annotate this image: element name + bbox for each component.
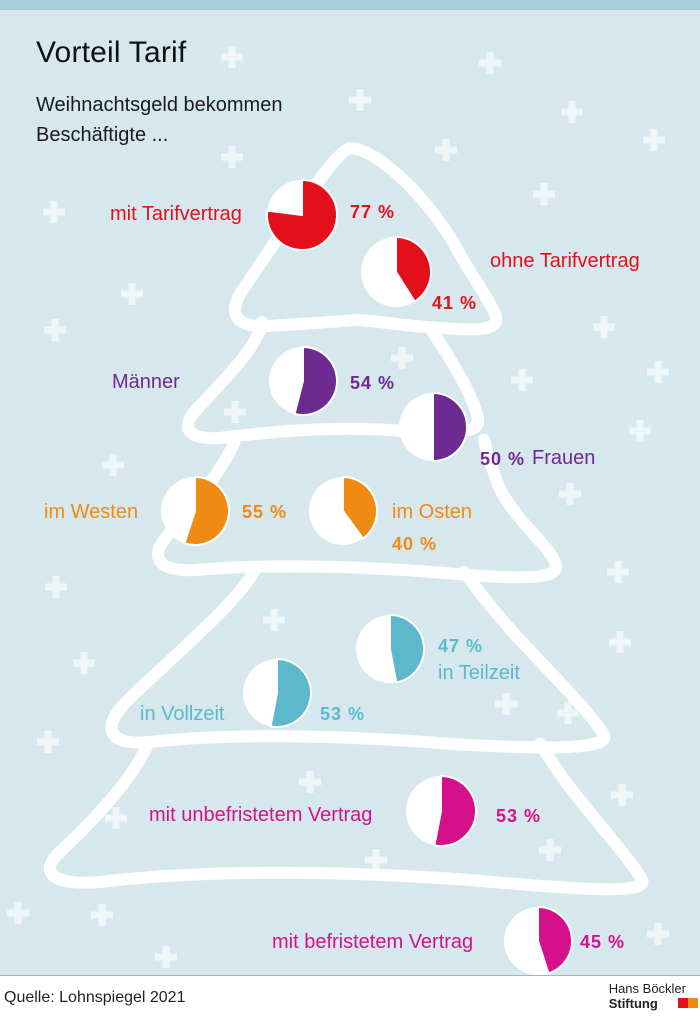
pie-in-teilzeit xyxy=(356,613,425,684)
pie-slice xyxy=(433,774,477,847)
pie-slice xyxy=(293,345,338,416)
pie-slice xyxy=(537,905,574,975)
snow-cross-icon xyxy=(533,183,555,205)
chart-subtitle: Weihnachtsgeld bekommen Beschäftigte ... xyxy=(36,94,283,146)
pie-mit-unbefristetem-vertrag xyxy=(406,774,477,847)
top-bar xyxy=(0,0,700,10)
footer-divider xyxy=(0,975,700,976)
snow-cross-icon xyxy=(224,401,246,423)
snow-cross-icon xyxy=(391,347,413,369)
category-label: ohne Tarifvertrag xyxy=(490,250,640,272)
snow-cross-icon xyxy=(221,146,243,168)
snow-cross-icon xyxy=(299,771,321,793)
value-label: 40 % xyxy=(392,534,438,554)
snow-cross-icon xyxy=(647,361,669,383)
category-label: in Vollzeit xyxy=(140,703,225,725)
snow-cross-icon xyxy=(7,902,29,924)
snow-cross-icon xyxy=(561,101,583,123)
pie-im-westen xyxy=(161,475,230,546)
category-label: mit befristetem Vertrag xyxy=(272,931,474,953)
pie-männer xyxy=(269,345,338,416)
snow-cross-icon xyxy=(609,631,631,653)
snow-cross-icon xyxy=(263,609,285,631)
snow-cross-icon xyxy=(44,319,66,341)
snow-cross-icon xyxy=(155,946,177,968)
pie-slice xyxy=(395,235,432,303)
snow-cross-icon xyxy=(607,561,629,583)
tree-outline xyxy=(44,142,649,896)
category-label: mit unbefristetem Vertrag xyxy=(149,804,373,826)
snow-cross-icon xyxy=(495,693,517,715)
value-label: 53 % xyxy=(496,806,542,826)
snow-cross-icon xyxy=(629,420,651,442)
source-note: Quelle: Lohnspiegel 2021 xyxy=(4,989,186,1006)
pie-ohne-tarifvertrag xyxy=(361,235,432,307)
category-label: mit Tarifvertrag xyxy=(110,203,242,225)
footer xyxy=(0,975,700,1024)
value-label: 54 % xyxy=(350,373,396,393)
value-label: 45 % xyxy=(580,932,626,952)
pie-slice xyxy=(342,475,378,540)
snow-cross-icon xyxy=(539,839,561,861)
logo-line-1: Hans Böckler xyxy=(608,981,686,996)
snow-cross-icon xyxy=(91,904,113,926)
category-label: in Teilzeit xyxy=(438,662,520,684)
snow-cross-icon xyxy=(643,129,665,151)
snow-cross-icon xyxy=(37,731,59,753)
value-label: 41 % xyxy=(432,293,478,313)
snow-cross-icon xyxy=(611,784,633,806)
snow-cross-icon xyxy=(105,807,127,829)
pie-slice xyxy=(269,657,312,728)
chart-title: Vorteil Tarif xyxy=(36,36,187,69)
pie-mit-befristetem-vertrag xyxy=(504,905,574,975)
value-label: 50 % xyxy=(480,449,526,469)
logo-mark-icon xyxy=(678,998,698,1008)
category-label: im Osten xyxy=(392,501,473,523)
pie-frauen xyxy=(399,391,468,463)
snow-cross-icon xyxy=(435,139,457,161)
snow-cross-icon xyxy=(102,454,124,476)
value-label: 77 % xyxy=(350,202,396,222)
snow-cross-icon xyxy=(43,201,65,223)
logo-line-2: Stiftung xyxy=(608,996,658,1011)
snow-cross-icon xyxy=(121,283,143,305)
value-label: 55 % xyxy=(242,502,288,522)
pie-charts xyxy=(161,178,574,975)
snow-cross-icon xyxy=(365,849,387,871)
snow-cross-icon xyxy=(349,89,371,111)
snow-cross-icon xyxy=(479,52,501,74)
pie-slice xyxy=(266,178,338,251)
snow-cross-icon xyxy=(593,316,615,338)
pie-mit-tarifvertrag xyxy=(266,178,338,251)
category-label: Männer xyxy=(112,371,180,393)
snow-cross-icon xyxy=(557,702,579,724)
value-label: 53 % xyxy=(320,704,366,724)
pie-in-vollzeit xyxy=(243,657,312,728)
pie-slice xyxy=(183,475,230,546)
snow-cross-icon xyxy=(221,46,243,68)
snow-cross-icon xyxy=(559,483,581,505)
snow-cross-icon xyxy=(45,576,67,598)
category-label: Frauen xyxy=(532,447,596,469)
snow-cross-icon xyxy=(647,923,669,945)
category-label: im Westen xyxy=(44,501,139,523)
pie-slice xyxy=(432,391,468,463)
pie-im-osten xyxy=(309,475,378,545)
pie-slice xyxy=(389,613,425,684)
value-label: 47 % xyxy=(438,636,484,656)
publisher-logo: Hans Böckler Stiftung xyxy=(609,981,686,1011)
snow-cross-icon xyxy=(511,369,533,391)
snow-cross-icon xyxy=(73,652,95,674)
